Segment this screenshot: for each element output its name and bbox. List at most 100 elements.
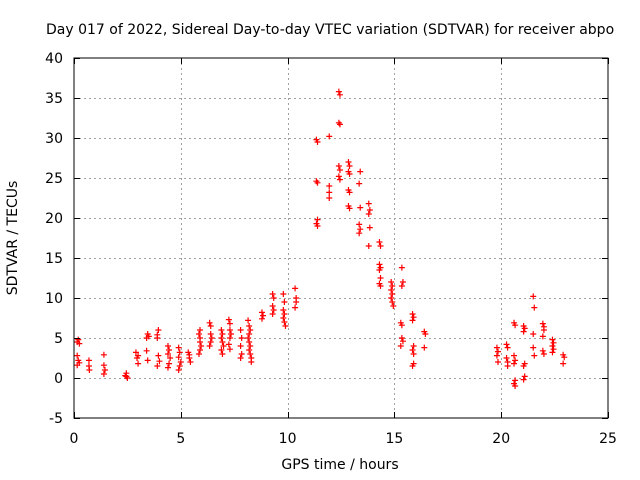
data-point-plus bbox=[219, 331, 226, 337]
data-point-plus bbox=[155, 327, 162, 333]
data-point-plus bbox=[540, 327, 547, 333]
data-point-plus bbox=[356, 230, 363, 237]
data-point-plus bbox=[292, 304, 299, 311]
data-point-plus bbox=[494, 359, 501, 365]
data-point-plus bbox=[258, 309, 265, 316]
data-point-plus bbox=[208, 335, 215, 341]
y-tick-labels: -5 0 5 10 15 20 25 30 35 40 bbox=[45, 51, 63, 427]
data-point-plus bbox=[540, 351, 547, 357]
data-point-plus bbox=[237, 327, 244, 333]
axis-ticks bbox=[74, 58, 609, 419]
data-point-plus bbox=[550, 346, 557, 353]
data-point-plus bbox=[388, 279, 395, 285]
data-point-plus bbox=[154, 363, 161, 369]
data-point-plus bbox=[346, 163, 353, 169]
data-point-plus bbox=[281, 319, 288, 325]
data-point-plus bbox=[176, 349, 183, 356]
data-point-plus bbox=[520, 376, 527, 383]
x-tick-label: 10 bbox=[279, 431, 297, 447]
data-point-plus bbox=[246, 331, 253, 337]
data-point-plus bbox=[238, 335, 245, 341]
data-point-plus bbox=[377, 243, 384, 249]
data-point-plus bbox=[238, 351, 245, 357]
data-point-plus bbox=[198, 343, 205, 349]
data-point-plus bbox=[258, 315, 265, 322]
x-axis-label: GPS time / hours bbox=[281, 457, 398, 473]
data-point-plus bbox=[422, 331, 429, 337]
data-point-plus bbox=[280, 315, 287, 321]
plot-frame bbox=[73, 57, 609, 419]
y-tick-label: 20 bbox=[45, 211, 63, 227]
data-point-plus bbox=[270, 295, 277, 301]
data-point-plus bbox=[166, 360, 173, 367]
data-point-plus bbox=[389, 299, 396, 305]
data-point-plus bbox=[376, 239, 383, 245]
data-point-plus bbox=[511, 360, 518, 367]
data-point-plus bbox=[409, 363, 416, 369]
data-point-plus bbox=[521, 373, 528, 380]
data-point-plus bbox=[246, 323, 253, 329]
data-point-plus bbox=[549, 349, 556, 356]
data-point-plus bbox=[280, 291, 287, 297]
data-point-plus bbox=[365, 200, 372, 207]
data-point-plus bbox=[314, 139, 321, 145]
data-point-plus bbox=[539, 347, 546, 354]
data-point-plus bbox=[410, 343, 417, 349]
data-point-plus bbox=[237, 343, 244, 349]
data-point-plus bbox=[326, 183, 333, 189]
data-point-plus bbox=[135, 360, 142, 367]
data-point-plus bbox=[357, 226, 364, 233]
data-point-plus bbox=[336, 176, 343, 183]
data-point-plus bbox=[410, 314, 417, 321]
data-point-plus bbox=[164, 343, 171, 349]
data-point-plus bbox=[145, 333, 152, 340]
data-point-plus bbox=[356, 180, 363, 187]
data-point-plus bbox=[336, 121, 343, 128]
data-point-plus bbox=[225, 316, 232, 323]
data-point-plus bbox=[207, 331, 214, 337]
data-point-plus bbox=[503, 355, 510, 361]
data-point-plus bbox=[132, 349, 139, 356]
data-point-plus bbox=[74, 352, 81, 359]
data-point-plus bbox=[398, 322, 405, 329]
data-point-plus bbox=[388, 287, 395, 293]
data-point-plus bbox=[326, 195, 333, 201]
data-point-plus bbox=[225, 341, 232, 348]
data-point-plus bbox=[269, 291, 276, 297]
data-point-plus bbox=[561, 354, 568, 361]
data-point-plus bbox=[246, 339, 253, 345]
data-point-plus bbox=[270, 307, 277, 313]
data-point-plus bbox=[246, 347, 253, 353]
data-point-plus bbox=[512, 383, 519, 389]
data-point-plus bbox=[247, 343, 254, 349]
data-point-plus bbox=[560, 360, 567, 367]
data-point-plus bbox=[226, 335, 233, 341]
data-point-plus bbox=[376, 261, 383, 268]
data-point-plus bbox=[346, 205, 353, 212]
data-point-plus bbox=[335, 88, 342, 95]
data-point-plus bbox=[245, 335, 252, 341]
data-point-plus bbox=[164, 364, 171, 371]
data-point-plus bbox=[269, 311, 276, 317]
data-point-plus bbox=[247, 351, 254, 357]
data-point-plus bbox=[187, 359, 194, 365]
y-tick-label: 40 bbox=[45, 51, 63, 67]
data-point-plus bbox=[314, 179, 321, 186]
data-point-plus bbox=[335, 163, 342, 169]
x-tick-label: 5 bbox=[176, 431, 185, 447]
data-point-plus bbox=[227, 331, 234, 337]
data-point-plus bbox=[399, 338, 406, 345]
data-point-plus bbox=[549, 336, 556, 343]
data-point-plus bbox=[186, 355, 193, 361]
data-point-plus bbox=[197, 327, 204, 333]
data-point-plus bbox=[292, 285, 299, 292]
data-point-plus bbox=[293, 299, 300, 305]
data-point-plus bbox=[531, 304, 538, 311]
y-axis-label: SDTVAR / TECUs bbox=[5, 181, 21, 296]
data-point-plus bbox=[335, 173, 342, 180]
data-point-plus bbox=[530, 331, 537, 337]
data-point-plus bbox=[512, 322, 519, 329]
data-point-plus bbox=[365, 243, 372, 249]
data-point-plus bbox=[218, 347, 225, 353]
